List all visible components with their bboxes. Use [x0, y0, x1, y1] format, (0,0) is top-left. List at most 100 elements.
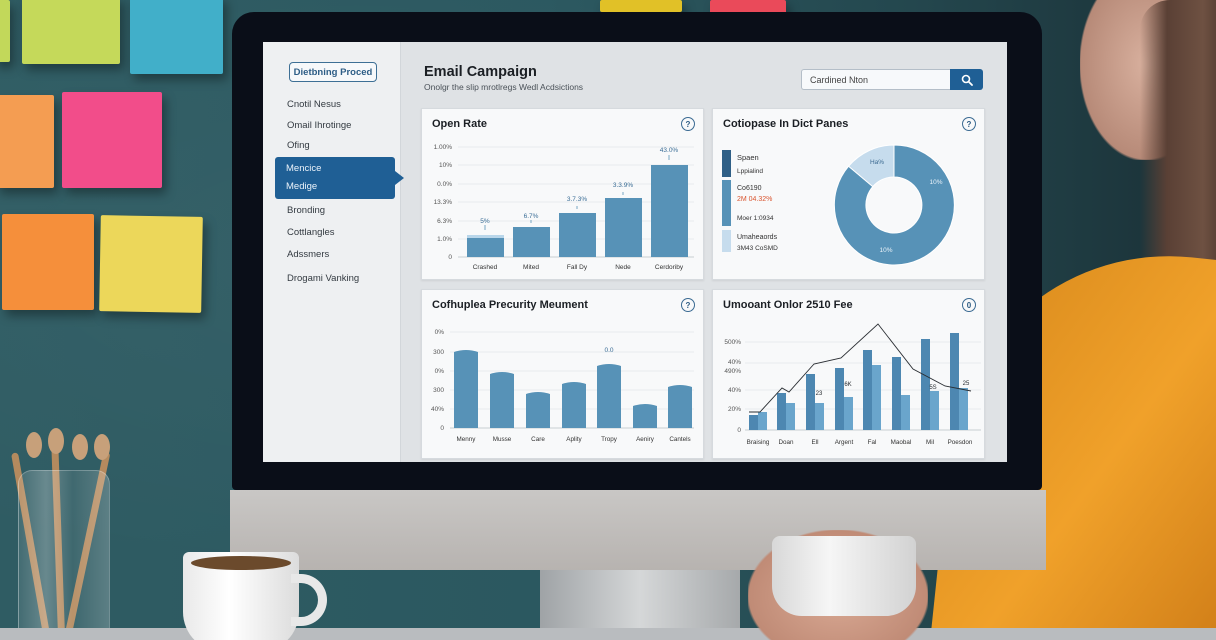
bar-light[interactable]: [930, 391, 939, 430]
bar-light[interactable]: [901, 395, 910, 430]
y-tick: 500%: [724, 339, 741, 346]
x-tick: Nede: [615, 264, 631, 271]
x-tick: Aplity: [566, 436, 582, 443]
bar[interactable]: [597, 364, 621, 428]
sidebar-item-8[interactable]: Drogami Vanking: [287, 273, 360, 284]
bar[interactable]: [526, 392, 550, 428]
x-tick: Poesdon: [948, 439, 973, 446]
bar[interactable]: [559, 213, 596, 257]
bar[interactable]: [668, 385, 692, 428]
bar[interactable]: [633, 404, 657, 428]
y-tick: 10%: [439, 162, 452, 169]
bar-dark[interactable]: [749, 415, 758, 430]
bar-dark[interactable]: [806, 374, 815, 430]
slice-label: 10%: [879, 247, 892, 254]
legend-sublabel: 3M43 CoSMD: [737, 245, 778, 252]
bar-label: 0.0: [604, 347, 613, 354]
search-icon: [961, 74, 973, 86]
search-box: [801, 69, 983, 90]
help-icon[interactable]: ?: [962, 117, 976, 131]
x-tick: Maobal: [891, 439, 912, 446]
sticky-note-pink: [62, 92, 162, 188]
x-tick: Mited: [523, 264, 539, 271]
y-tick: 13.3%: [434, 199, 453, 206]
dashboard-screen: Dietbning Proced Cnotil Nesus Omail Ihro…: [263, 42, 1007, 462]
sticky-note-orange: [2, 214, 94, 310]
sticky-note-yellow: [600, 0, 682, 12]
y-tick: 0: [737, 427, 741, 434]
search-button[interactable]: [950, 69, 983, 90]
sidebar-item-1[interactable]: Cnotil Nesus: [287, 99, 341, 110]
bar[interactable]: [651, 165, 688, 257]
bar-dark[interactable]: [921, 339, 930, 430]
legend-extra: Moer 1:0934: [737, 215, 774, 222]
bar-light[interactable]: [815, 403, 824, 430]
bar-dark[interactable]: [892, 357, 901, 430]
y-tick: 1.0%: [437, 236, 452, 243]
combo-chart: 500% 40% 490% 40% 20% 0: [724, 323, 981, 446]
bar-dark[interactable]: [863, 350, 872, 430]
combo-chart-card: Umooant Onlor 2510 Fee 0 500% 40% 490% 4…: [712, 289, 985, 459]
bar-dark[interactable]: [835, 368, 844, 430]
bar-label: 3.7.3%: [567, 196, 587, 203]
x-tick: Argent: [835, 439, 854, 446]
search-input[interactable]: [801, 69, 950, 90]
sidebar-item-3[interactable]: Ofing: [287, 140, 310, 151]
coffee-cup: [183, 552, 327, 640]
sidebar-item-7[interactable]: Adssmers: [287, 249, 330, 260]
bar-light[interactable]: [844, 397, 853, 430]
bar-light[interactable]: [872, 365, 881, 430]
y-tick: 0%: [435, 368, 445, 375]
legend-sublabel: 2M 04.32%: [737, 196, 772, 203]
legend-swatch: [722, 230, 731, 252]
sidebar-item-5[interactable]: Bronding: [287, 205, 326, 216]
wooden-stick-head: [26, 432, 42, 458]
y-tick: 6.3%: [437, 218, 452, 225]
bar[interactable]: [562, 382, 586, 428]
brand-button[interactable]: Dietbning Proced: [289, 62, 377, 82]
card-title: Cotiopase In Dict Panes: [723, 118, 849, 130]
sticky-note-lime: [0, 0, 10, 62]
y-tick: 0: [440, 425, 444, 432]
bar-light[interactable]: [959, 388, 968, 430]
wooden-stick-head: [94, 434, 110, 460]
legend-swatch: [722, 180, 731, 226]
help-icon[interactable]: ?: [681, 117, 695, 131]
donut-slice[interactable]: [847, 144, 895, 188]
y-tick: 300: [433, 349, 444, 356]
bar-label: 25: [963, 381, 970, 387]
bar-light[interactable]: [758, 412, 767, 430]
card-title: Cofhuplea Precurity Meument: [432, 299, 588, 311]
bar-label: 43.0%: [660, 147, 679, 154]
bar[interactable]: [490, 372, 514, 428]
y-tick: 40%: [431, 406, 444, 413]
bar[interactable]: [605, 198, 642, 257]
bar-dark[interactable]: [777, 393, 786, 430]
sticky-note-cyan: [130, 0, 223, 74]
x-tick: Crashed: [473, 264, 498, 271]
help-icon[interactable]: ?: [681, 298, 695, 312]
sidebar-item-2[interactable]: Omail Ihrotinge: [287, 120, 352, 131]
sticky-note-orange: [0, 95, 54, 188]
bar-label: 6K: [844, 382, 851, 388]
sidebar-item-active-sublabel: Medige: [286, 181, 318, 192]
glass-jar: [18, 470, 110, 640]
x-tick: Tropy: [601, 436, 618, 443]
x-tick: Musse: [493, 436, 512, 443]
donut-chart: Spaen Lppialind Co6190 2M 04.32% Moer 1:…: [722, 144, 955, 266]
bar-light[interactable]: [786, 403, 795, 430]
bar-chart-card: Cofhuplea Precurity Meument ? 0% 300 0% …: [421, 289, 704, 459]
bar[interactable]: [454, 350, 478, 428]
legend-label: Co6190: [737, 185, 762, 192]
sidebar-item-active[interactable]: Mencice Medige: [275, 157, 404, 199]
donut-slice[interactable]: [833, 144, 955, 266]
x-tick: Doan: [778, 439, 794, 446]
bar[interactable]: [467, 237, 504, 257]
trend-line[interactable]: [749, 323, 972, 413]
sidebar-item-6[interactable]: Cottlangles: [287, 227, 335, 238]
bar[interactable]: [513, 227, 550, 257]
open-rate-card: Open Rate ? 1.00% 10% 0.0% 13.3% 6.3% 1.…: [421, 108, 704, 280]
help-icon[interactable]: 0: [962, 298, 976, 312]
bar-dark[interactable]: [950, 333, 959, 430]
slice-label: Ha%: [870, 159, 884, 166]
